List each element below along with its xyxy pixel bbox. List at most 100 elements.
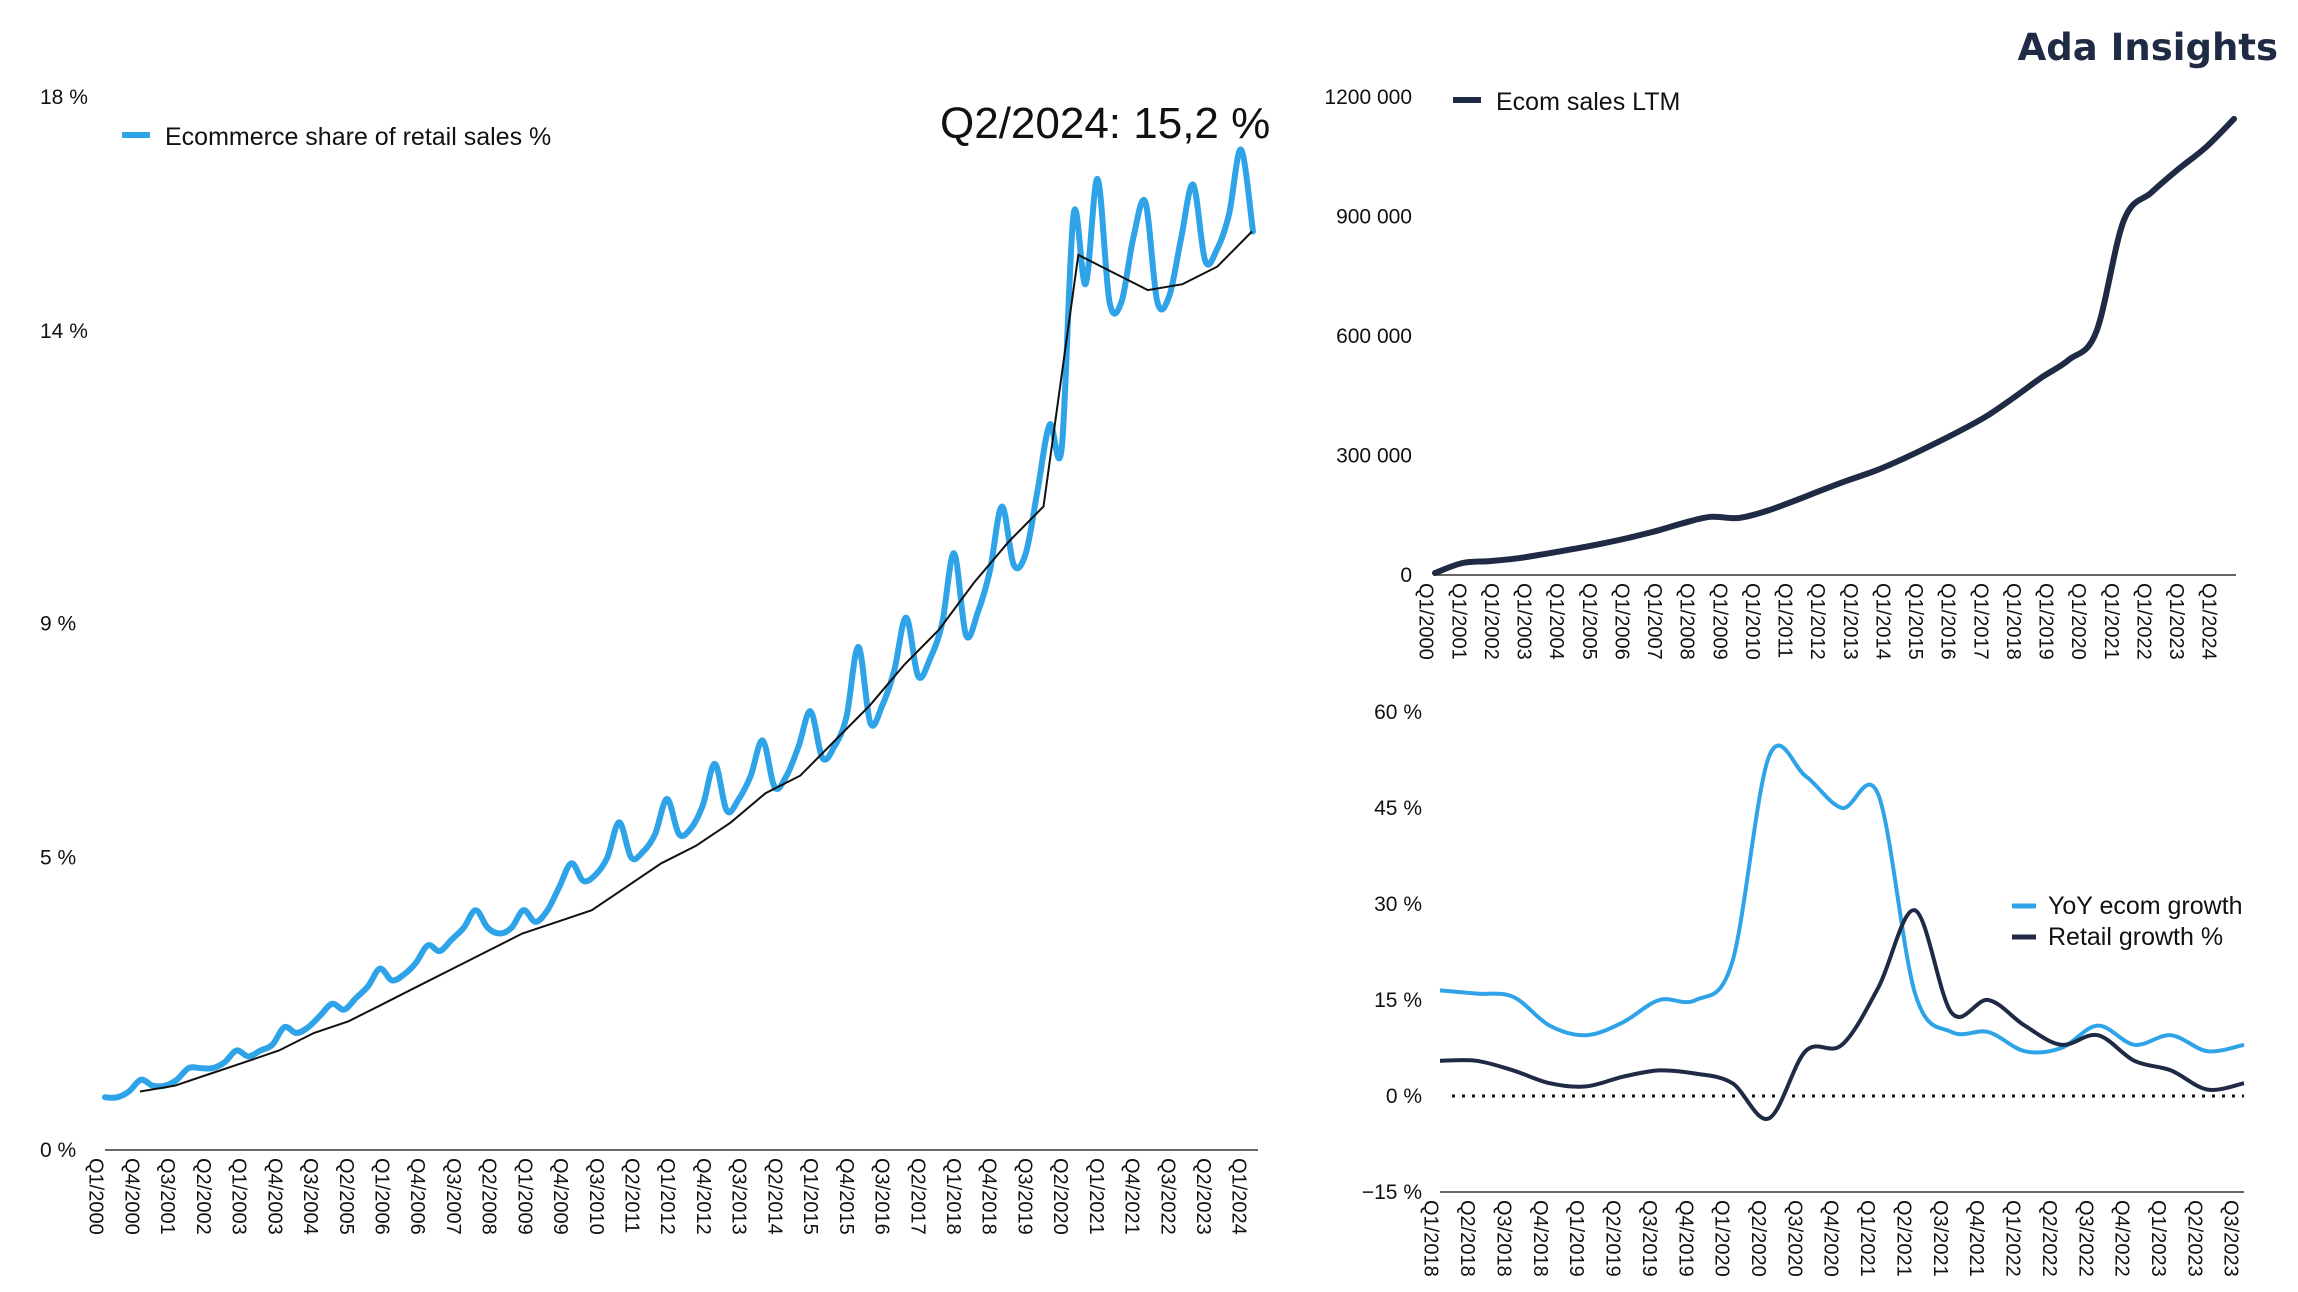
share-x-tick: Q4/2006	[406, 1158, 428, 1235]
ltm-x-tick: Q1/2006	[1610, 583, 1632, 660]
growth-x-tick: Q1/2019	[1565, 1200, 1587, 1277]
ltm-y-tick: 300 000	[1336, 445, 1412, 468]
share-x-tick: Q2/2020	[1049, 1158, 1071, 1235]
growth-legend-label: YoY ecom growth	[2048, 892, 2243, 920]
share-x-tick: Q4/2015	[835, 1158, 857, 1235]
share-x-tick: Q3/2016	[871, 1158, 893, 1235]
ltm-x-tick: Q1/2023	[2165, 583, 2187, 660]
ltm-x-tick: Q1/2008	[1676, 583, 1698, 660]
share-y-tick: 18 %	[40, 86, 88, 109]
ltm-x-tick: Q1/2010	[1741, 583, 1763, 660]
share-x-tick: Q3/2010	[585, 1158, 607, 1235]
ltm-x-tick: Q1/2019	[2035, 583, 2057, 660]
share-x-tick: Q1/2006	[370, 1158, 392, 1235]
growth-series-line-2	[1439, 908, 2245, 1121]
growth-x-tick: Q3/2020	[1783, 1200, 1805, 1277]
growth-x-tick: Q4/2018	[1529, 1200, 1551, 1277]
growth-x-tick: Q4/2022	[2111, 1200, 2133, 1277]
share-x-tick: Q4/2000	[120, 1158, 142, 1235]
ltm-y-tick: 0	[1400, 564, 1412, 587]
share-x-tick: Q2/2017	[906, 1158, 928, 1235]
share-x-tick: Q2/2023	[1192, 1158, 1214, 1235]
ltm-x-tick: Q1/2022	[2132, 583, 2154, 660]
ltm-x-tick: Q1/2000	[1415, 583, 1437, 660]
share-x-tick: Q1/2021	[1085, 1158, 1107, 1235]
share-x-tick: Q3/2022	[1156, 1158, 1178, 1235]
ltm-x-tick: Q1/2003	[1513, 583, 1535, 660]
share-x-tick: Q3/2004	[299, 1158, 321, 1235]
share-x-tick: Q2/2014	[763, 1158, 785, 1235]
share-x-tick: Q2/2005	[335, 1158, 357, 1235]
growth-x-tick: Q4/2019	[1674, 1200, 1696, 1277]
ltm-x-tick: Q1/2002	[1480, 583, 1502, 660]
share-chart: 0 % 5 % 9 % 14 % 18 % Q1/2000 Q4/2000 Q3/2001 Q2…	[40, 86, 1270, 1235]
ltm-chart: 0 300 000 600 000 900 000 1200 000 Q1/2000 Q1/…	[1324, 86, 2237, 660]
growth-x-tick: Q2/2020	[1747, 1200, 1769, 1277]
share-x-tick: Q4/2021	[1121, 1158, 1143, 1235]
growth-x-tick: Q1/2021	[1856, 1200, 1878, 1277]
share-x-tick: Q3/2019	[1013, 1158, 1035, 1235]
ltm-x-tick: Q1/2005	[1578, 583, 1600, 660]
share-x-tick: Q1/2024	[1228, 1158, 1250, 1235]
share-x-tick: Q4/2018	[978, 1158, 1000, 1235]
growth-y-tick: −15 %	[1362, 1181, 1422, 1204]
ltm-series-line	[1432, 115, 2237, 576]
share-x-tick: Q3/2013	[728, 1158, 750, 1235]
share-y-tick: 0 %	[40, 1139, 76, 1162]
share-y-tick: 14 %	[40, 320, 88, 343]
share-x-tick: Q1/2009	[513, 1158, 535, 1235]
ltm-x-tick: Q1/2001	[1447, 583, 1469, 660]
share-x-tick: Q4/2009	[549, 1158, 571, 1235]
ltm-legend-label: Ecom sales LTM	[1496, 88, 1680, 116]
share-x-tick: Q1/2015	[799, 1158, 821, 1235]
share-x-tick: Q3/2007	[442, 1158, 464, 1235]
share-y-tick: 9 %	[40, 613, 76, 636]
growth-x-tick: Q3/2019	[1638, 1200, 1660, 1277]
growth-x-tick: Q2/2019	[1602, 1200, 1624, 1277]
growth-x-tick: Q2/2018	[1456, 1200, 1478, 1277]
share-x-tick: Q4/2012	[692, 1158, 714, 1235]
share-annotation: Q2/2024: 15,2 %	[940, 99, 1270, 148]
ltm-x-tick: Q1/2009	[1708, 583, 1730, 660]
growth-y-tick: 45 %	[1374, 797, 1422, 820]
ltm-x-tick: Q1/2017	[1969, 583, 1991, 660]
ltm-y-tick: 1200 000	[1324, 86, 1412, 109]
growth-x-tick: Q1/2022	[2002, 1200, 2024, 1277]
growth-chart: −15 % 0 % 15 % 30 % 45 % 60 % Q1/2018 Q2/2018 Q3…	[1362, 701, 2245, 1277]
growth-x-tick: Q1/2018	[1420, 1200, 1442, 1277]
growth-x-tick: Q2/2023	[2183, 1200, 2205, 1277]
ltm-x-tick: Q1/2014	[1871, 583, 1893, 660]
growth-legend-label: Retail growth %	[2048, 923, 2223, 951]
share-trend-line	[139, 230, 1253, 1093]
growth-y-tick: 0 %	[1386, 1085, 1422, 1108]
ltm-x-tick: Q1/2015	[1904, 583, 1926, 660]
ltm-x-tick: Q1/2011	[1774, 583, 1796, 658]
ltm-x-tick: Q1/2004	[1545, 583, 1567, 660]
ltm-x-tick: Q1/2012	[1806, 583, 1828, 660]
ltm-y-tick: 600 000	[1336, 325, 1412, 348]
ltm-x-tick: Q1/2020	[2067, 583, 2089, 660]
growth-y-tick: 30 %	[1374, 893, 1422, 916]
ltm-x-tick: Q1/2018	[2002, 583, 2024, 660]
share-x-tick: Q1/2012	[656, 1158, 678, 1235]
share-x-tick: Q1/2003	[228, 1158, 250, 1235]
growth-x-tick: Q4/2021	[1965, 1200, 1987, 1277]
ltm-x-tick: Q1/2021	[2100, 583, 2122, 660]
growth-x-tick: Q3/2018	[1492, 1200, 1514, 1277]
growth-x-tick: Q3/2022	[2074, 1200, 2096, 1277]
share-x-tick: Q2/2011	[621, 1158, 643, 1233]
growth-y-tick: 15 %	[1374, 989, 1422, 1012]
share-x-tick: Q4/2003	[263, 1158, 285, 1235]
growth-y-tick: 60 %	[1374, 701, 1422, 724]
share-x-tick: Q2/2002	[192, 1158, 214, 1235]
growth-x-tick: Q1/2023	[2147, 1200, 2169, 1277]
share-x-tick: Q1/2000	[85, 1158, 107, 1235]
share-series-line	[102, 146, 1256, 1101]
growth-x-tick: Q3/2023	[2220, 1200, 2242, 1277]
share-x-tick: Q2/2008	[478, 1158, 500, 1235]
growth-x-tick: Q4/2020	[1820, 1200, 1842, 1277]
growth-x-tick: Q3/2021	[1929, 1200, 1951, 1277]
growth-x-tick: Q2/2021	[1892, 1200, 1914, 1277]
share-legend-label: Ecommerce share of retail sales %	[165, 123, 551, 151]
